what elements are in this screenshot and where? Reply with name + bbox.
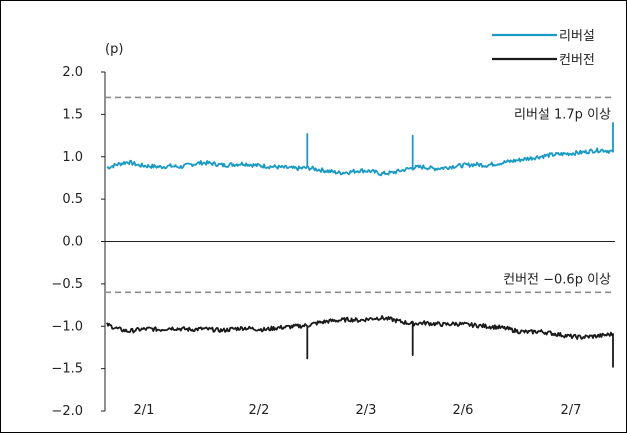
y-axis-unit-label: (p) xyxy=(105,42,123,57)
y-tick-label: −0.5 xyxy=(51,277,83,292)
y-tick-label: −1.5 xyxy=(51,362,83,377)
x-tick-label: 2/7 xyxy=(561,403,582,418)
legend-label: 리버설 xyxy=(559,29,595,44)
x-tick-label: 2/6 xyxy=(453,403,474,418)
y-tick-label: 1.0 xyxy=(62,150,83,165)
x-tick-label: 2/2 xyxy=(249,403,270,418)
series-line-reverse xyxy=(106,122,614,177)
y-tick-label: 2.0 xyxy=(62,65,83,80)
legend-label: 컨버전 xyxy=(559,53,595,68)
threshold-label: 컨버전 −0.6p 이상 xyxy=(503,272,611,287)
y-tick-label: 0.5 xyxy=(62,192,83,207)
y-tick-label: −1.0 xyxy=(51,319,83,334)
y-tick-label: −2.0 xyxy=(51,404,83,419)
y-tick-label: 0.0 xyxy=(62,235,83,250)
x-tick-label: 2/3 xyxy=(356,403,377,418)
series-line-conversion xyxy=(106,315,614,368)
threshold-label: 리버설 1.7p 이상 xyxy=(514,107,611,122)
y-tick-label: 1.5 xyxy=(62,107,83,122)
x-tick-label: 2/1 xyxy=(134,403,155,418)
